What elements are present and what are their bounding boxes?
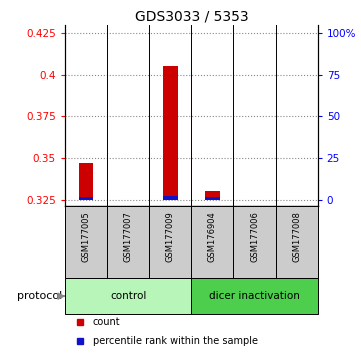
Title: GDS3033 / 5353: GDS3033 / 5353 [135,10,248,24]
Text: dicer inactivation: dicer inactivation [209,291,300,301]
Text: GSM177009: GSM177009 [166,211,175,262]
Bar [191,278,318,314]
Bar [65,206,107,278]
Bar [163,67,178,200]
Bar [65,278,191,314]
Text: GSM177005: GSM177005 [82,211,91,262]
Bar [163,196,178,200]
Bar [234,206,275,278]
Bar [191,206,234,278]
Bar [79,198,93,200]
Text: percentile rank within the sample: percentile rank within the sample [93,336,258,347]
Bar [205,198,220,200]
Text: count: count [93,317,121,327]
Bar [275,206,318,278]
Text: GSM177006: GSM177006 [250,211,259,262]
Text: control: control [110,291,146,301]
Bar [107,206,149,278]
Text: GSM177008: GSM177008 [292,211,301,262]
Bar [149,206,191,278]
Bar [205,191,220,200]
Text: GSM176904: GSM176904 [208,211,217,262]
Bar [79,163,93,200]
Text: protocol: protocol [17,291,62,301]
Text: GSM177007: GSM177007 [124,211,132,262]
